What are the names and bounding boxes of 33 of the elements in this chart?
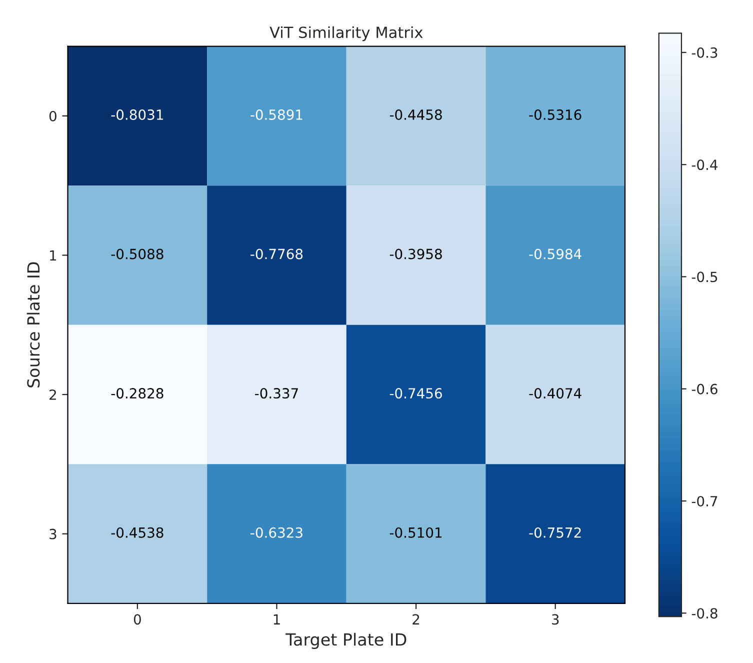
x-tick-label: 1 (274, 614, 280, 624)
x-tick-label: 2 (412, 614, 420, 624)
data-label: -0.337 (255, 388, 298, 399)
data-label: -0.6323 (250, 527, 302, 538)
color-bar-label: -0.5 (692, 272, 718, 282)
y-tick-label: 1 (50, 250, 56, 260)
data-label: -0.4538 (111, 527, 164, 538)
color-bar-label: -0.7 (692, 496, 718, 506)
x-axis-title: Target Plate ID (286, 632, 406, 650)
data-label: -0.4458 (390, 109, 442, 120)
data-label: -0.7572 (529, 527, 581, 538)
y-tick-label: 0 (49, 110, 56, 122)
y-tick-label: 2 (50, 389, 56, 400)
data-label: -0.5101 (390, 527, 442, 538)
y-axis-title: Source Plate ID (26, 262, 40, 388)
data-label: -0.3958 (390, 248, 442, 260)
data-label: -0.5984 (529, 248, 582, 260)
data-label: -0.5891 (250, 109, 302, 120)
color-bar-label: -0.8 (692, 608, 718, 619)
chart-title: ViT Similarity Matrix (270, 26, 423, 42)
data-label: -0.8031 (111, 109, 163, 120)
data-label: -0.4074 (529, 388, 582, 399)
data-label: -0.5316 (529, 109, 582, 120)
data-label: -0.5088 (111, 248, 164, 260)
color-bar-label: -0.6 (692, 384, 718, 394)
x-tick-label: 3 (552, 614, 559, 625)
x-tick-label: 0 (134, 614, 141, 625)
data-label: -0.7768 (250, 248, 303, 260)
data-label: -0.7456 (390, 388, 442, 399)
color-bar-label: -0.3 (692, 47, 718, 58)
data-label: -0.2828 (111, 388, 164, 399)
color-bar-label: -0.4 (692, 160, 718, 170)
y-tick-label: 3 (50, 528, 56, 540)
